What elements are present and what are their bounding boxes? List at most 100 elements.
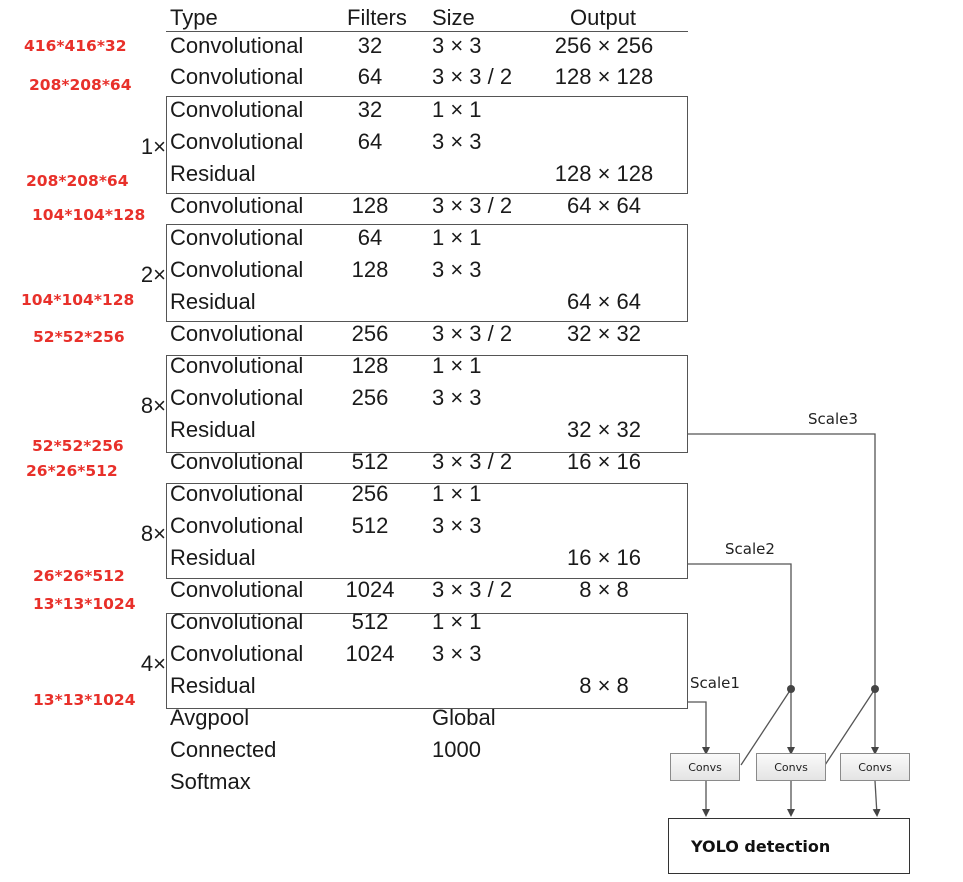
cell-filters: 512 <box>351 609 389 634</box>
cell-output: 128 × 128 <box>554 64 654 89</box>
cell-output: 16 × 16 <box>566 449 642 474</box>
scale2-label: Scale2 <box>725 540 775 558</box>
dim-annotation: 26*26*512 <box>26 462 118 480</box>
cell-type: Convolutional <box>170 513 304 538</box>
cell-output: 128 × 128 <box>554 161 654 186</box>
repeat-label: 8× <box>140 393 166 418</box>
dim-annotation: 416*416*32 <box>24 37 127 55</box>
cell-type: Convolutional <box>170 33 304 58</box>
cell-size: 1 × 1 <box>432 225 482 250</box>
cell-size: 3 × 3 / 2 <box>432 321 513 346</box>
cell-type: Connected <box>170 737 277 762</box>
repeat-label: 2× <box>140 262 166 287</box>
dim-annotation: 13*13*1024 <box>33 691 136 709</box>
dim-annotation: 13*13*1024 <box>33 595 136 613</box>
header-size: Size <box>432 5 475 30</box>
cell-size: 3 × 3 <box>432 33 482 58</box>
cell-size: 1000 <box>432 737 481 762</box>
cell-type: Convolutional <box>170 193 304 218</box>
dim-annotation: 208*208*64 <box>29 76 132 94</box>
cell-type: Residual <box>170 673 256 698</box>
residual-block-8b <box>166 483 688 579</box>
branch-dot <box>871 685 879 693</box>
cell-size: 1 × 1 <box>432 97 482 122</box>
cell-type: Convolutional <box>170 385 304 410</box>
cell-type: Convolutional <box>170 129 304 154</box>
cell-type: Residual <box>170 161 256 186</box>
cell-filters: 256 <box>351 385 389 410</box>
yolo-detection-box: YOLO detection <box>668 818 910 874</box>
dim-annotation: 208*208*64 <box>26 172 129 190</box>
dim-annotation: 104*104*128 <box>21 291 135 309</box>
cell-type: Convolutional <box>170 353 304 378</box>
cell-type: Avgpool <box>170 705 250 730</box>
residual-block-2 <box>166 224 688 322</box>
cell-size: 1 × 1 <box>432 609 482 634</box>
dim-annotation: 52*52*256 <box>32 437 124 455</box>
cell-type: Softmax <box>170 769 251 794</box>
cell-type: Convolutional <box>170 225 304 250</box>
dim-annotation: 52*52*256 <box>33 328 125 346</box>
convs-box: Convs <box>756 753 826 781</box>
scale1-label: Scale1 <box>690 674 740 692</box>
branch-dot <box>787 685 795 693</box>
cell-size: 3 × 3 <box>432 129 482 154</box>
cell-filters: 64 <box>357 64 383 89</box>
cell-output: 32 × 32 <box>566 321 642 346</box>
header-filters: Filters <box>347 5 407 30</box>
cell-size: 3 × 3 <box>432 257 482 282</box>
convs-box: Convs <box>670 753 740 781</box>
cell-type: Convolutional <box>170 609 304 634</box>
cell-filters: 128 <box>351 193 389 218</box>
cell-output: 8 × 8 <box>579 673 629 698</box>
cell-type: Convolutional <box>170 641 304 666</box>
cell-filters: 512 <box>351 513 389 538</box>
cell-size: 3 × 3 / 2 <box>432 64 513 89</box>
cell-output: 32 × 32 <box>566 417 642 442</box>
cell-size: 3 × 3 / 2 <box>432 577 513 602</box>
cell-filters: 32 <box>357 33 383 58</box>
cell-type: Convolutional <box>170 449 304 474</box>
residual-block-8a <box>166 355 688 453</box>
cell-filters: 128 <box>351 257 389 282</box>
cell-filters: 512 <box>351 449 389 474</box>
cell-type: Convolutional <box>170 64 304 89</box>
header-output: Output <box>570 5 637 30</box>
residual-block-4 <box>166 613 688 709</box>
cell-type: Convolutional <box>170 97 304 122</box>
cell-output: 256 × 256 <box>554 33 654 58</box>
cell-output: 64 × 64 <box>566 193 642 218</box>
cell-filters: 32 <box>357 97 383 122</box>
repeat-label: 4× <box>140 651 166 676</box>
cell-output: 64 × 64 <box>566 289 642 314</box>
residual-block-1 <box>166 96 688 194</box>
cell-size: 3 × 3 <box>432 513 482 538</box>
header-rule <box>166 31 688 32</box>
cell-type: Convolutional <box>170 321 304 346</box>
cell-filters: 256 <box>351 321 389 346</box>
cell-type: Convolutional <box>170 257 304 282</box>
cell-size: 3 × 3 <box>432 641 482 666</box>
repeat-label: 1× <box>140 134 166 159</box>
cell-size: Global <box>432 705 496 730</box>
cell-size: 1 × 1 <box>432 353 482 378</box>
cell-size: 3 × 3 / 2 <box>432 449 513 474</box>
cell-filters: 256 <box>351 481 389 506</box>
cell-type: Residual <box>170 289 256 314</box>
cell-type: Convolutional <box>170 481 304 506</box>
cell-size: 3 × 3 <box>432 385 482 410</box>
cell-size: 1 × 1 <box>432 481 482 506</box>
cell-output: 16 × 16 <box>566 545 642 570</box>
cell-size: 3 × 3 / 2 <box>432 193 513 218</box>
dim-annotation: 26*26*512 <box>33 567 125 585</box>
scale3-label: Scale3 <box>808 410 858 428</box>
cell-filters: 64 <box>357 225 383 250</box>
cell-filters: 64 <box>357 129 383 154</box>
header-type: Type <box>170 5 218 30</box>
cell-filters: 1024 <box>345 641 395 666</box>
repeat-label: 8× <box>140 521 166 546</box>
cell-type: Convolutional <box>170 577 304 602</box>
cell-output: 8 × 8 <box>579 577 629 602</box>
